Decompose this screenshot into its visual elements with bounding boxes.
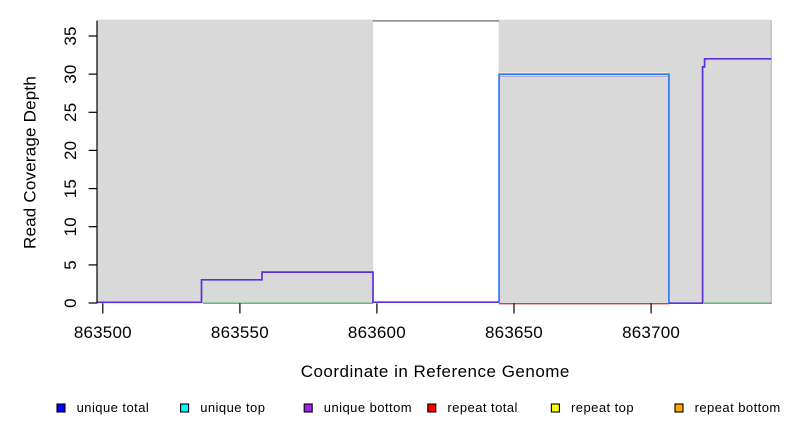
svg-text:15: 15 [61,179,80,198]
svg-text:20: 20 [61,141,80,160]
svg-text:863500: 863500 [74,323,132,342]
svg-text:25: 25 [61,103,80,122]
svg-text:unique bottom: unique bottom [324,400,412,415]
svg-text:unique total: unique total [77,400,150,415]
svg-text:10: 10 [61,217,80,236]
svg-text:repeat total: repeat total [447,400,517,415]
svg-text:Read Coverage Depth: Read Coverage Depth [21,76,40,249]
svg-text:863600: 863600 [348,323,406,342]
svg-text:30: 30 [61,64,80,83]
svg-text:5: 5 [61,260,80,270]
svg-text:35: 35 [61,26,80,45]
svg-text:863650: 863650 [485,323,543,342]
svg-text:repeat top: repeat top [571,400,634,415]
svg-text:Coordinate in Reference Genome: Coordinate in Reference Genome [301,362,570,381]
svg-text:863700: 863700 [622,323,680,342]
svg-text:0: 0 [61,298,80,308]
svg-text:unique top: unique top [200,400,265,415]
svg-text:repeat bottom: repeat bottom [695,400,781,415]
svg-text:863550: 863550 [211,323,269,342]
